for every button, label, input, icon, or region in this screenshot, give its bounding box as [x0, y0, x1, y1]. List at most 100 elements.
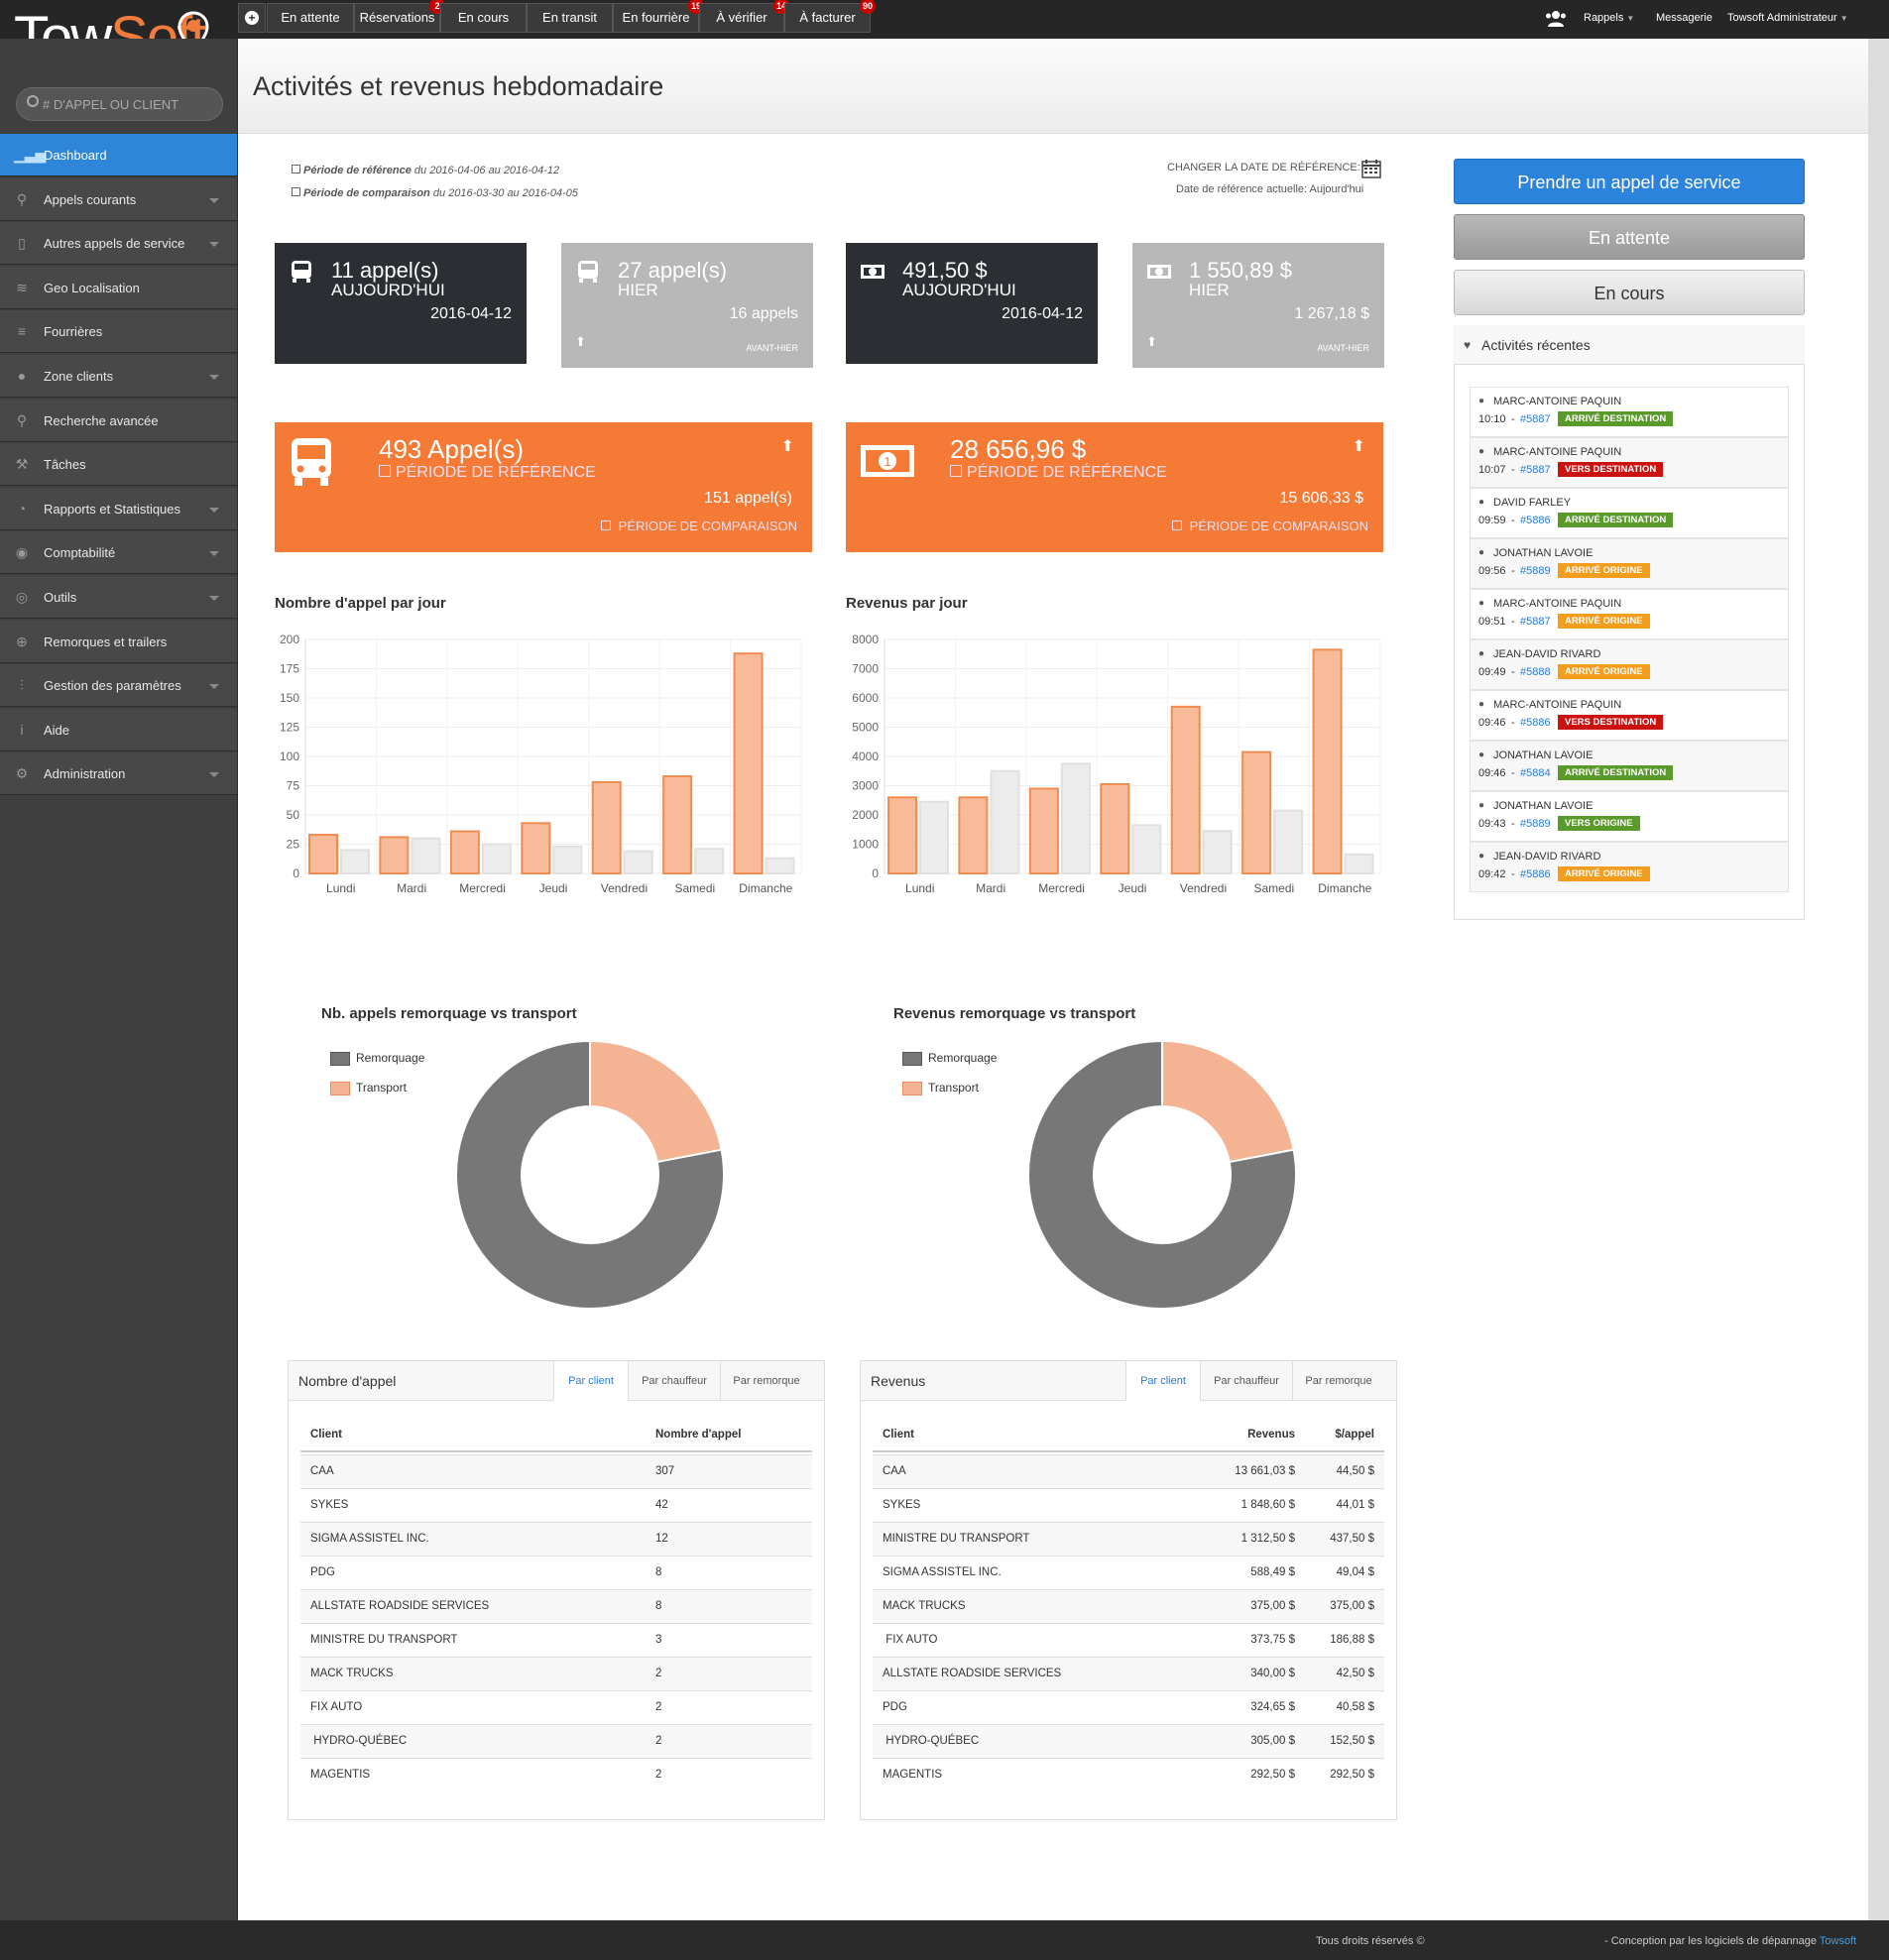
nav-a-verifier[interactable]: À vérifier 14 — [699, 0, 789, 33]
in-progress-button[interactable]: En cours — [1454, 270, 1805, 315]
recent-activity-item[interactable]: ● JEAN-DAVID RIVARD 09:49- #5888 ARRIVÉ ORIG… — [1470, 639, 1789, 690]
call-link[interactable]: #5889 — [1520, 565, 1551, 577]
call-link[interactable]: #5889 — [1520, 818, 1551, 830]
sidebar-item-8[interactable]: ◔ Rapports et Statistiques — [0, 487, 237, 530]
rappels-menu[interactable]: Rappels ▼ — [1584, 12, 1635, 24]
bar[interactable] — [521, 822, 551, 874]
recent-activity-item[interactable]: ● JONATHAN LAVOIE 09:56- #5889 ARRIVÉ ORIGIN… — [1470, 538, 1789, 589]
tab-par-chauffeur[interactable]: Par chauffeur — [1200, 1361, 1292, 1401]
column-header[interactable]: Revenus — [1247, 1429, 1295, 1441]
recent-activity-item[interactable]: ● JONATHAN LAVOIE 09:43- #5889 VERS ORIGINE — [1470, 791, 1789, 842]
bar[interactable] — [1273, 809, 1304, 874]
bar[interactable] — [919, 800, 949, 875]
towsoft-link[interactable]: Towsoft — [1819, 1935, 1857, 1947]
bar[interactable] — [1241, 750, 1272, 874]
bar[interactable] — [887, 796, 917, 874]
pie-slice[interactable] — [455, 1039, 725, 1310]
bar[interactable] — [591, 780, 622, 875]
tab-par-remorque[interactable]: Par remorque — [720, 1361, 812, 1401]
call-link[interactable]: #5886 — [1520, 868, 1551, 880]
add-call-button[interactable]: + — [238, 3, 266, 33]
nav-en-fourriere[interactable]: En fourrière 19 — [613, 0, 704, 33]
column-header[interactable]: Client — [310, 1429, 342, 1441]
x-tick-label: Mercredi — [459, 881, 506, 895]
sidebar-item-5[interactable]: ● Zone clients — [0, 355, 237, 398]
search-box[interactable] — [16, 87, 223, 121]
bar[interactable] — [308, 834, 338, 874]
tab-par-client[interactable]: Par client — [1125, 1361, 1200, 1401]
sidebar-item-14[interactable]: ⚙ Administration — [0, 752, 237, 796]
sidebar-item-9[interactable]: ◉ Comptabilité — [0, 531, 237, 575]
sidebar-item-3[interactable]: ≋ Geo Localisation — [0, 266, 237, 309]
bar[interactable] — [662, 775, 693, 874]
waiting-button[interactable]: En attente — [1454, 214, 1805, 260]
nav-a-facturer[interactable]: À facturer 90 — [784, 0, 876, 33]
bar[interactable] — [765, 857, 795, 875]
sidebar-item-7[interactable]: ⚒ Tâches — [0, 443, 237, 487]
bar[interactable] — [1060, 762, 1091, 874]
search-input[interactable] — [43, 88, 216, 120]
recent-activity-item[interactable]: ● MARC-ANTOINE PAQUIN 09:46- #5886 VERS DEST… — [1470, 690, 1789, 741]
tab-par-remorque[interactable]: Par remorque — [1292, 1361, 1384, 1401]
sidebar-item-10[interactable]: ◎ Outils — [0, 576, 237, 619]
call-link[interactable]: #5888 — [1520, 666, 1551, 678]
column-header[interactable]: Client — [883, 1429, 914, 1441]
bar[interactable] — [379, 836, 410, 874]
bar[interactable] — [623, 850, 653, 875]
take-call-button[interactable]: Prendre un appel de service — [1454, 159, 1805, 204]
call-link[interactable]: #5886 — [1520, 515, 1551, 526]
users-icon[interactable] — [1545, 10, 1567, 28]
bar[interactable] — [449, 830, 480, 875]
sidebar-item-0[interactable]: ▁▃▅ Dashboard — [0, 134, 237, 176]
sidebar-item-13[interactable]: i Aide — [0, 708, 237, 751]
nav-reservations[interactable]: Réservations 2 — [354, 0, 445, 33]
call-link[interactable]: #5887 — [1520, 464, 1551, 476]
bar[interactable] — [340, 849, 370, 874]
scrollbar[interactable] — [1868, 39, 1889, 1920]
call-link[interactable]: #5887 — [1520, 616, 1551, 628]
sidebar-item-4[interactable]: ≡ Fourrières — [0, 310, 237, 354]
sidebar-item-6[interactable]: ⚲ Recherche avancée — [0, 399, 237, 442]
bar[interactable] — [1131, 824, 1162, 874]
y-tick-label: 100 — [280, 749, 299, 763]
bar[interactable] — [1312, 648, 1343, 875]
recent-activity-item[interactable]: ● JEAN-DAVID RIVARD 09:42- #5886 ARRIVÉ ORIG… — [1470, 842, 1789, 892]
recent-activity-item[interactable]: ● DAVID FARLEY 09:59- #5886 ARRIVÉ DESTINATI… — [1470, 488, 1789, 538]
column-header[interactable]: Nombre d'appel — [655, 1429, 742, 1441]
bar[interactable] — [1028, 787, 1059, 874]
sidebar-item-12[interactable]: ⫶ Gestion des paramètres — [0, 664, 237, 708]
bar[interactable] — [1100, 783, 1130, 874]
call-link[interactable]: #5887 — [1520, 413, 1551, 425]
nav-en-cours[interactable]: En cours — [440, 3, 527, 33]
bar[interactable] — [958, 796, 989, 874]
recent-activity-item[interactable]: ● MARC-ANTOINE PAQUIN 10:10- #5887 ARRIVÉ DE… — [1470, 387, 1789, 437]
bar[interactable] — [481, 843, 512, 874]
calendar-icon[interactable] — [1361, 159, 1381, 178]
bar[interactable] — [1202, 830, 1233, 875]
bar[interactable] — [1170, 705, 1201, 874]
call-link[interactable]: #5884 — [1520, 767, 1551, 779]
sidebar-item-11[interactable]: ⊕ Remorques et trailers — [0, 620, 237, 663]
sidebar-item-2[interactable]: ▯ Autres appels de service — [0, 222, 237, 266]
recent-activity-item[interactable]: ● MARC-ANTOINE PAQUIN 09:51- #5887 ARRIVÉ OR… — [1470, 589, 1789, 639]
nav-en-transit[interactable]: En transit — [527, 3, 613, 33]
tab-par-client[interactable]: Par client — [553, 1361, 628, 1401]
bar[interactable] — [733, 652, 764, 874]
call-link[interactable]: #5886 — [1520, 717, 1551, 729]
messagerie-link[interactable]: Messagerie — [1656, 12, 1712, 24]
column-header[interactable]: $/appel — [1335, 1429, 1374, 1441]
recent-activity-item[interactable]: ● JONATHAN LAVOIE 09:46- #5884 ARRIVÉ DESTIN… — [1470, 741, 1789, 791]
sidebar-item-1[interactable]: ⚲ Appels courants — [0, 177, 237, 221]
bar[interactable] — [694, 848, 725, 875]
nav-en-attente[interactable]: En attente — [267, 3, 354, 33]
user-menu[interactable]: Towsoft Administrateur ▼ — [1727, 12, 1848, 24]
recent-activity-item[interactable]: ● MARC-ANTOINE PAQUIN 10:07- #5887 VERS DEST… — [1470, 437, 1789, 488]
bar[interactable] — [552, 845, 583, 874]
bar[interactable] — [990, 769, 1020, 874]
tab-par-chauffeur[interactable]: Par chauffeur — [628, 1361, 720, 1401]
pie-slice[interactable] — [1027, 1039, 1297, 1310]
bar[interactable] — [411, 837, 441, 875]
bar[interactable] — [1344, 853, 1374, 874]
pie-slice[interactable] — [1161, 1039, 1295, 1164]
pie-slice[interactable] — [589, 1039, 723, 1164]
